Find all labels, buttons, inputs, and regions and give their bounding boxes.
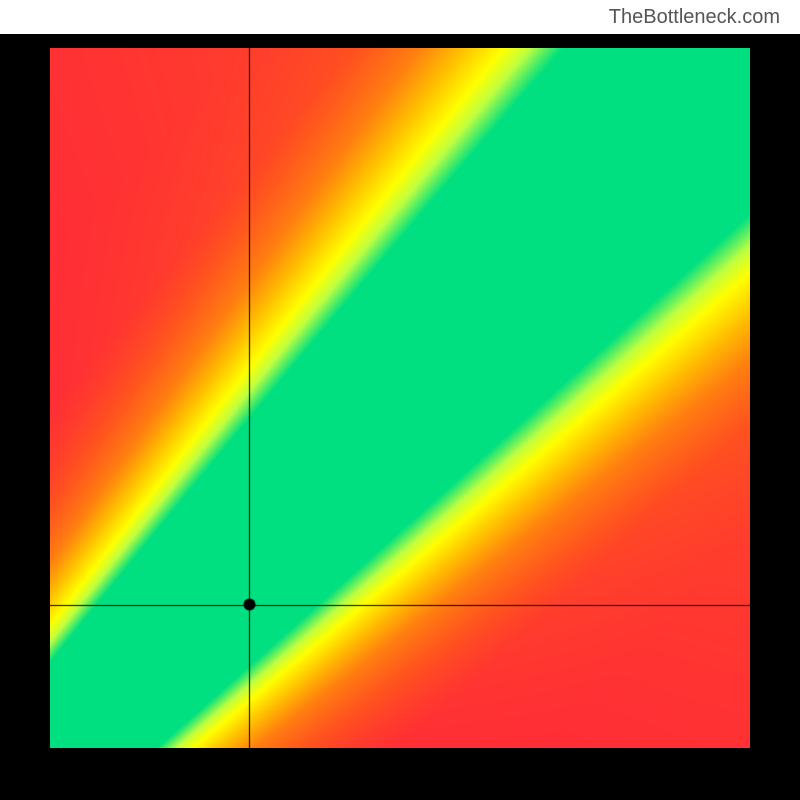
plot-area: [0, 34, 800, 762]
bottleneck-heatmap: [50, 48, 750, 748]
source-attribution: TheBottleneck.com: [609, 6, 780, 29]
header-bar: TheBottleneck.com: [0, 0, 800, 34]
footer-bar: [0, 762, 800, 800]
